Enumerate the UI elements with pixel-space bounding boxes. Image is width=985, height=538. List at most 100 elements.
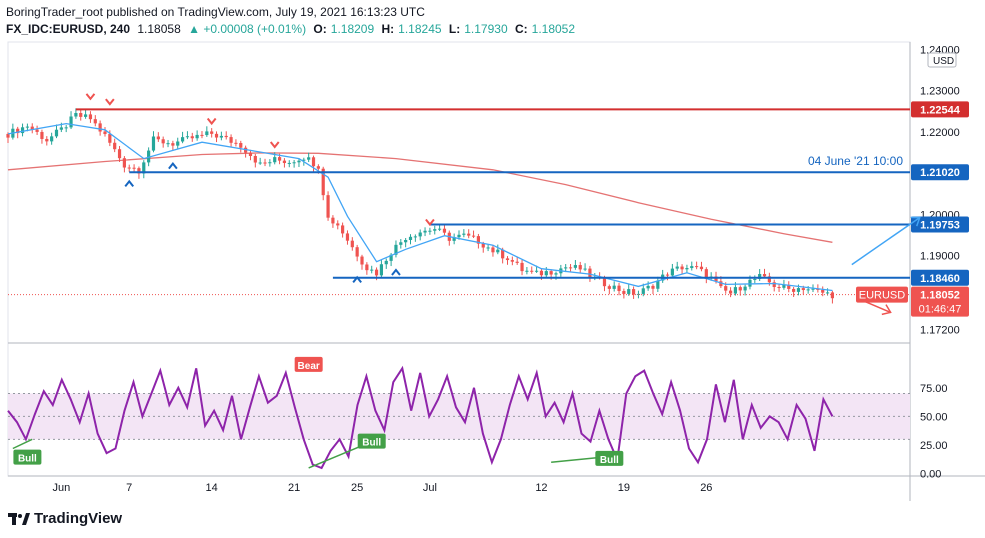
candle-body xyxy=(821,289,825,293)
level-price-label: 1.22544 xyxy=(920,104,961,116)
candle-body xyxy=(176,141,180,146)
rsi-signal-tag xyxy=(595,450,624,466)
candle-body xyxy=(631,289,636,295)
candle-body xyxy=(491,247,495,253)
candle-body xyxy=(486,247,490,249)
time-tick-label: 21 xyxy=(288,482,300,494)
candle-body xyxy=(510,260,514,262)
candle-body xyxy=(578,265,582,270)
candle-body xyxy=(704,269,708,279)
candle-body xyxy=(733,287,738,294)
candle-body xyxy=(467,233,471,236)
candle-body xyxy=(229,137,233,143)
time-tick-label: 25 xyxy=(351,482,363,494)
low-value: 1.17930 xyxy=(464,22,508,36)
candle-body xyxy=(374,269,379,276)
price-tick-label: 1.22000 xyxy=(920,127,960,139)
close-label: C: xyxy=(514,22,528,36)
swing-high-marker xyxy=(269,141,280,149)
candle-body xyxy=(656,280,660,289)
candle-body xyxy=(321,168,325,196)
candle-body xyxy=(302,159,306,161)
candle-body xyxy=(6,133,10,138)
rsi-tick-label: 75.00 xyxy=(920,383,948,395)
candle-body xyxy=(428,230,432,232)
candle-body xyxy=(185,136,190,138)
candle-body xyxy=(607,286,611,289)
candle-body xyxy=(234,142,238,144)
level-price-label: 1.19753 xyxy=(920,219,960,231)
candle-body xyxy=(69,116,73,128)
rsi-signal-tag xyxy=(13,449,42,465)
candle-body xyxy=(738,287,742,291)
candle-body xyxy=(753,278,757,280)
candle-body xyxy=(724,286,728,291)
candle-body xyxy=(796,288,801,292)
candle-body xyxy=(471,235,476,237)
candle-body xyxy=(74,113,78,117)
candle-body xyxy=(394,244,398,255)
candle-body xyxy=(772,282,776,288)
candle-body xyxy=(481,243,485,248)
level-price-badge xyxy=(911,269,969,286)
rsi-tick-label: 0.00 xyxy=(920,469,941,481)
swing-high-marker xyxy=(85,93,96,101)
forecast-down-arrow xyxy=(861,299,891,314)
rsi-line xyxy=(7,365,834,470)
last-price: 1.18058 xyxy=(137,22,181,36)
candle-body xyxy=(554,273,558,275)
divergence-line xyxy=(12,438,33,450)
candle-body xyxy=(224,135,228,138)
price-tick-label: 1.17200 xyxy=(920,325,960,337)
candle-body xyxy=(680,266,684,270)
candle-body xyxy=(316,166,320,169)
forecast-up-arrow xyxy=(851,216,921,266)
price-tick-label: 1.19000 xyxy=(920,251,960,263)
candle-body xyxy=(525,270,529,272)
candle-body xyxy=(602,277,607,287)
price-tick-label: 1.23000 xyxy=(920,86,960,98)
candle-body xyxy=(404,240,408,243)
candle-body xyxy=(501,249,505,259)
candle-body xyxy=(583,268,587,270)
publisher-line: BoringTrader_root published on TradingVi… xyxy=(6,5,425,19)
candle-body xyxy=(743,286,747,291)
candle-body xyxy=(530,270,534,272)
swing-low-marker xyxy=(124,179,135,187)
candle-body xyxy=(88,114,93,120)
candle-body xyxy=(326,195,330,218)
swing-high-marker xyxy=(105,98,115,106)
level-price-badge xyxy=(911,164,969,181)
symbol-badge-label: EURUSD xyxy=(859,290,906,302)
candle-body xyxy=(539,270,544,276)
candle-body xyxy=(476,236,480,244)
time-tick-label: 14 xyxy=(206,482,218,494)
candle-body xyxy=(617,285,621,292)
candle-body xyxy=(307,157,311,160)
candle-body xyxy=(54,129,59,137)
candle-body xyxy=(166,143,170,145)
candle-body xyxy=(830,292,835,299)
open-label: O: xyxy=(313,22,327,36)
rsi-signal-label: Bull xyxy=(362,438,381,449)
candle-body xyxy=(767,276,771,283)
candle-body xyxy=(651,285,655,289)
candle-body xyxy=(699,266,704,270)
candle-body xyxy=(79,113,83,117)
candle-body xyxy=(549,271,553,275)
candle-body xyxy=(520,262,524,272)
candle-body xyxy=(399,242,403,245)
candle-body xyxy=(122,158,126,168)
candle-body xyxy=(277,157,282,161)
candle-body xyxy=(695,266,699,268)
candle-body xyxy=(418,232,422,237)
time-tick-label: 19 xyxy=(618,482,630,494)
candle-body xyxy=(496,249,500,253)
candle-body xyxy=(336,223,340,226)
candle-body xyxy=(59,127,63,130)
candle-body xyxy=(35,129,39,132)
candle-body xyxy=(258,162,262,164)
level-price-badge xyxy=(911,101,969,118)
candle-body xyxy=(132,167,136,169)
